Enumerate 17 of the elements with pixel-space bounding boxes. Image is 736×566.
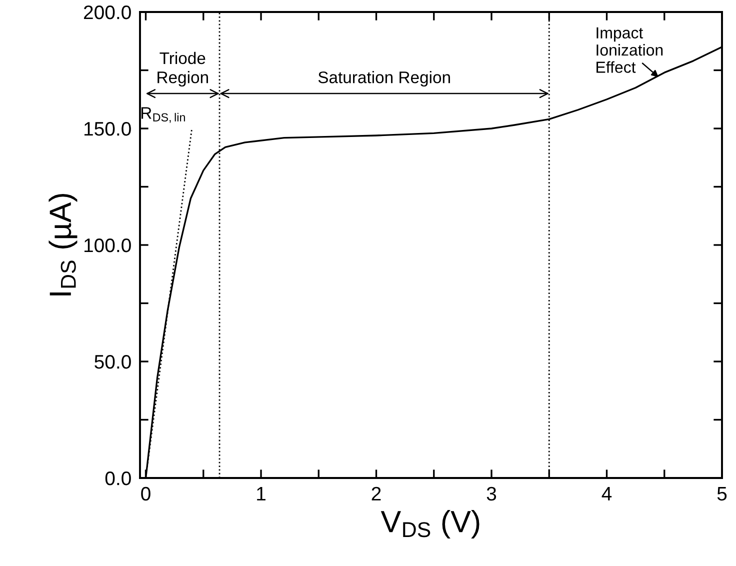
x-tick-label: 3 xyxy=(486,486,496,501)
y-tick-label: 200.0 xyxy=(84,5,131,20)
x-tick-label: 1 xyxy=(257,487,266,500)
y-tick-label: 150.0 xyxy=(84,122,131,136)
y-tick-label: 100.0 xyxy=(84,238,131,252)
y-tick-label: 50.0 xyxy=(94,354,131,369)
annotation: Impact Ionization Effect xyxy=(596,27,663,73)
annotation: Triode Region xyxy=(158,52,208,87)
y-axis-title: I$_{DS}$ (µA) xyxy=(48,194,78,296)
x-tick-label: 0 xyxy=(141,486,150,501)
x-tick-label: 4 xyxy=(602,487,612,500)
x-tick-label: 2 xyxy=(372,486,381,500)
y-tick-label: 0.0 xyxy=(105,471,131,486)
annotation: Saturation Region xyxy=(318,71,450,87)
x-tick-label: 5 xyxy=(717,487,727,501)
annotation: R$_{DS,lin}$ xyxy=(142,107,185,123)
x-axis-title: V$_{DS}$ (V) xyxy=(380,510,480,538)
